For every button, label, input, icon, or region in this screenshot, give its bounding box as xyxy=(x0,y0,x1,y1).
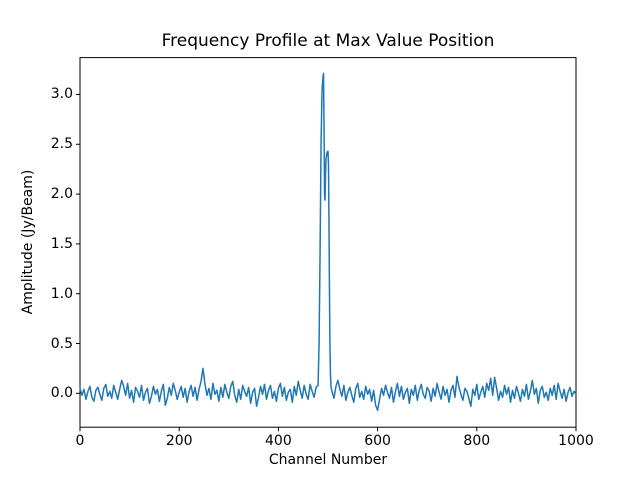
x-tick-label: 200 xyxy=(165,433,193,450)
x-tick-label: 0 xyxy=(75,433,85,450)
y-tick-label: 3.0 xyxy=(50,86,73,103)
axes-spines xyxy=(79,57,577,428)
axis-ticks xyxy=(76,93,577,432)
data-line xyxy=(79,72,577,412)
x-axis-label: Channel Number xyxy=(268,452,388,468)
y-tick-label: 2.0 xyxy=(50,186,73,203)
x-tick-label: 800 xyxy=(463,433,491,450)
x-tick-label: 400 xyxy=(265,433,292,450)
x-tick-label: 600 xyxy=(364,433,391,450)
y-tick-label: 1.0 xyxy=(50,285,73,302)
chart-title: Frequency Profile at Max Value Position xyxy=(161,31,495,51)
x-tick-label: 1000 xyxy=(558,433,594,450)
y-tick-label: 1.5 xyxy=(50,235,73,252)
y-tick-label: 2.5 xyxy=(50,136,73,153)
y-tick-label: 0.0 xyxy=(50,385,73,402)
y-tick-label: 0.5 xyxy=(50,335,73,352)
y-axis-label: Amplitude (Jy/Beam) xyxy=(20,169,36,315)
